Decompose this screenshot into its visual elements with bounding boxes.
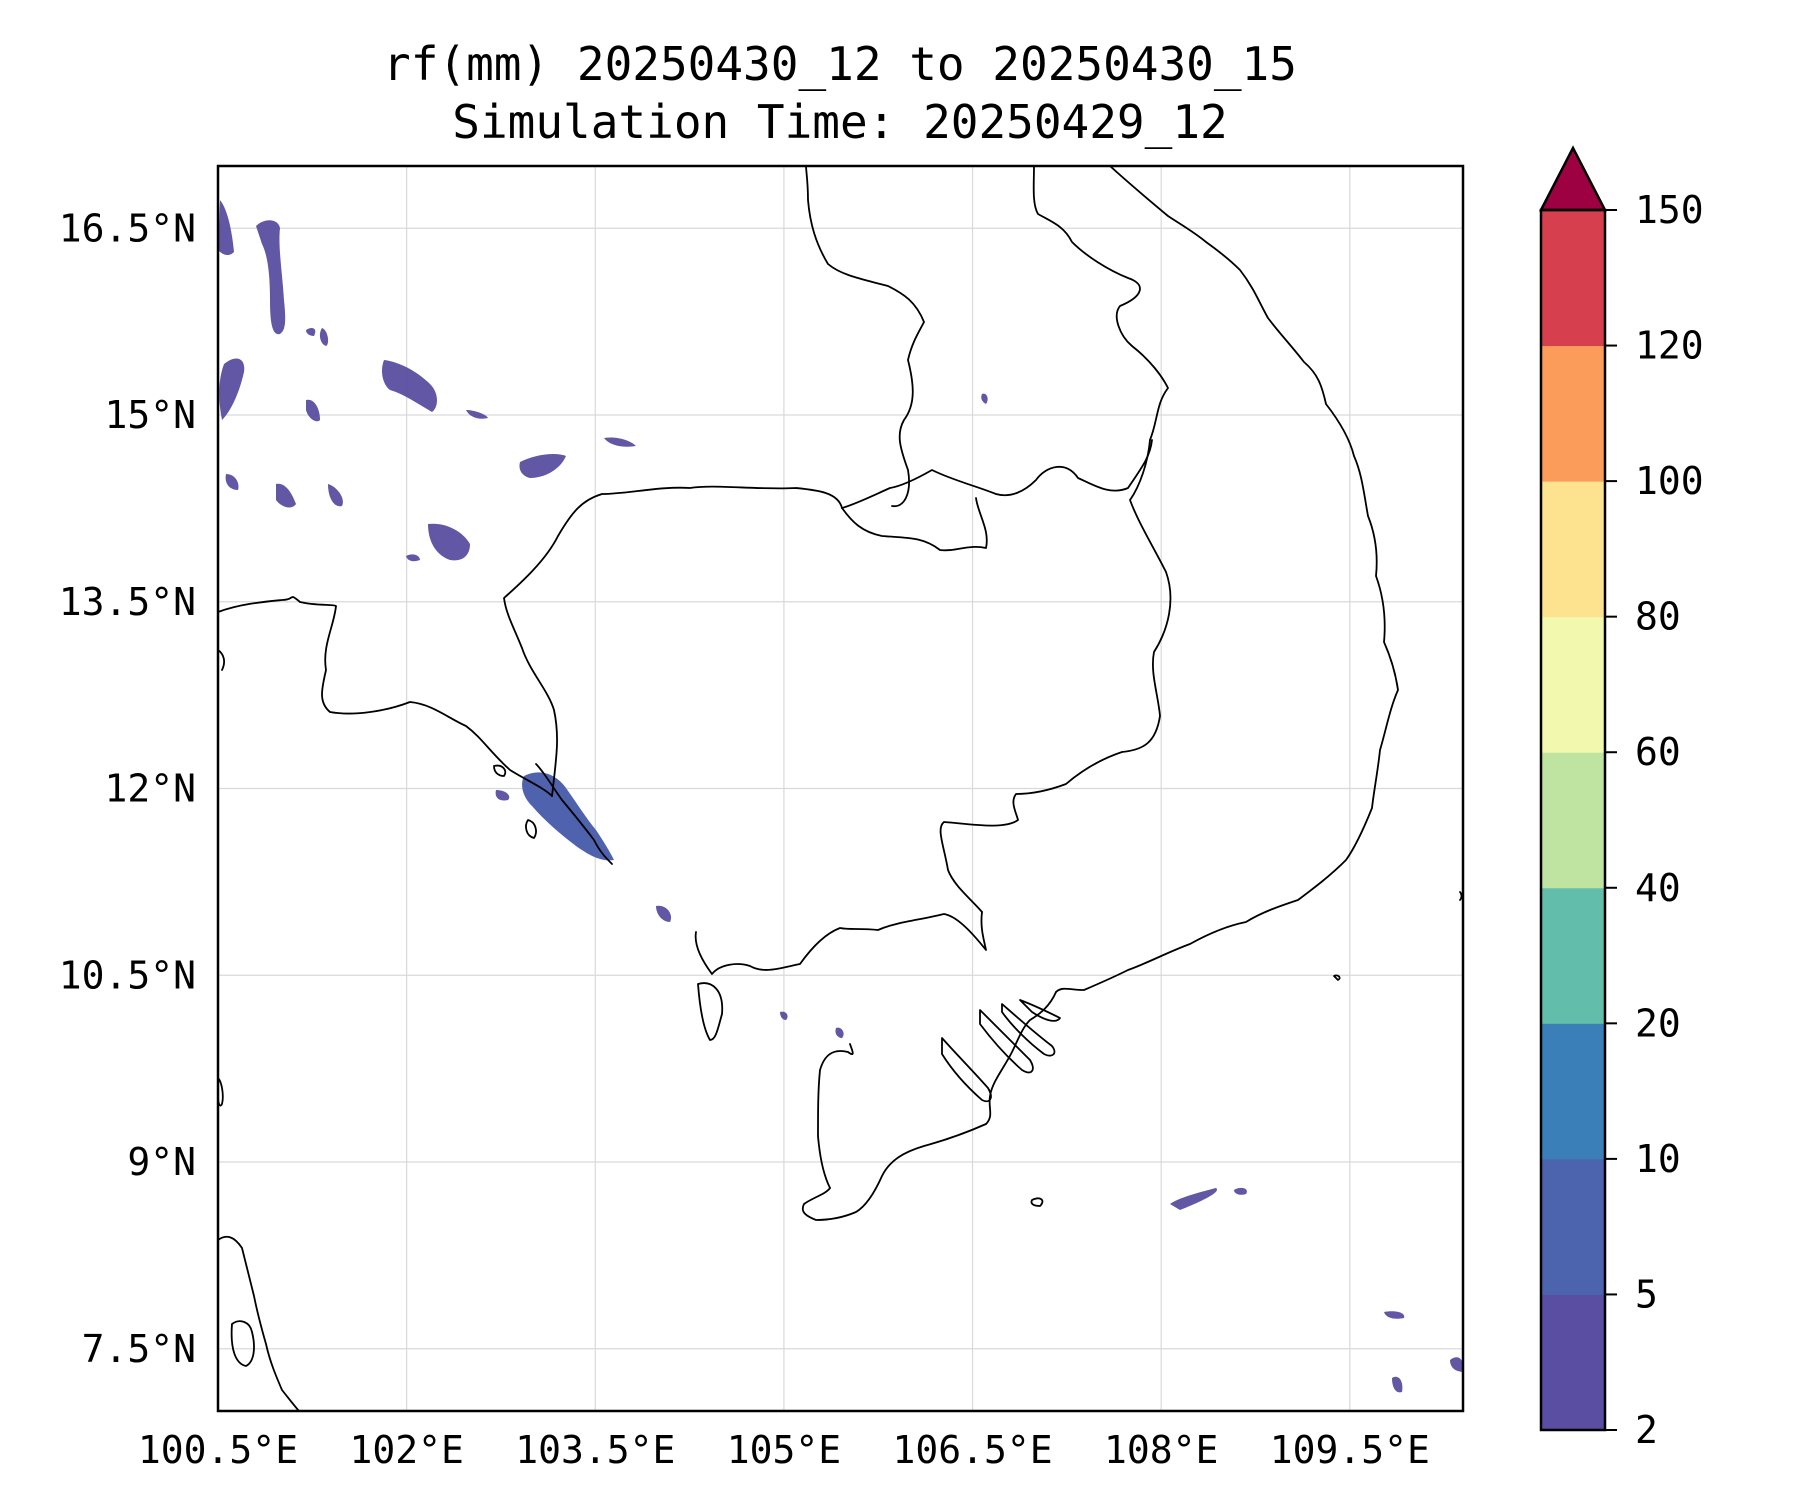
rainfall-field	[218, 200, 1463, 1393]
y-tick-label: 13.5°N	[59, 580, 196, 624]
y-tick-label: 15°N	[104, 393, 196, 437]
colorbar-tick-label: 60	[1635, 730, 1681, 774]
figure-title-line2: Simulation Time: 20250429_12	[452, 95, 1227, 149]
colorbar: 2 5 10 20 40 60 80 100 120 150	[1538, 145, 1704, 1452]
coastlines-and-borders	[218, 166, 1463, 1411]
colorbar-segment	[1541, 345, 1605, 482]
y-tick-label: 7.5°N	[82, 1327, 196, 1371]
colorbar-segment	[1541, 210, 1605, 347]
x-tick-label: 100.5°E	[138, 1428, 298, 1472]
y-tick-label: 9°N	[127, 1140, 196, 1184]
y-tick-label: 10.5°N	[59, 953, 196, 997]
longitude-tick-labels: 100.5°E 102°E 103.5°E 105°E 106.5°E 108°E 109.…	[138, 1428, 1430, 1472]
colorbar-segment	[1541, 1023, 1605, 1160]
y-tick-label: 12°N	[104, 767, 196, 811]
x-tick-label: 103.5°E	[515, 1428, 675, 1472]
colorbar-tick-label: 150	[1635, 188, 1704, 232]
colorbar-frame	[1539, 208, 1607, 1432]
x-tick-label: 106.5°E	[892, 1428, 1052, 1472]
colorbar-segment	[1541, 481, 1605, 618]
colorbar-segment	[1541, 616, 1605, 753]
colorbar-tick-label: 5	[1635, 1272, 1658, 1316]
colorbar-segment	[1541, 1158, 1605, 1295]
colorbar-tick-label: 120	[1635, 324, 1704, 368]
map-panel: 100.5°E 102°E 103.5°E 105°E 106.5°E 108°E 109.…	[59, 164, 1465, 1472]
figure-title-line1: rf(mm) 20250430_12 to 20250430_15	[383, 37, 1297, 91]
colorbar-tick-label: 40	[1635, 866, 1681, 910]
colorbar-segment	[1541, 887, 1605, 1024]
x-tick-label: 109.5°E	[1270, 1428, 1430, 1472]
colorbar-tick-label: 80	[1635, 595, 1681, 639]
map-frame	[216, 164, 1465, 1413]
colorbar-tick-label: 100	[1635, 459, 1704, 503]
colorbar-extend-triangle	[1538, 145, 1608, 212]
y-tick-label: 16.5°N	[59, 206, 196, 250]
x-tick-label: 105°E	[727, 1428, 841, 1472]
colorbar-segment	[1541, 1294, 1605, 1431]
colorbar-segment	[1541, 752, 1605, 889]
colorbar-tick-label: 10	[1635, 1137, 1681, 1181]
x-tick-label: 102°E	[349, 1428, 463, 1472]
colorbar-tick-label: 2	[1635, 1408, 1658, 1452]
colorbar-tick-label: 20	[1635, 1001, 1681, 1045]
x-tick-label: 108°E	[1104, 1428, 1218, 1472]
latitude-tick-labels: 16.5°N 15°N 13.5°N 12°N 10.5°N 9°N 7.5°N	[59, 206, 196, 1371]
gridlines	[218, 166, 1463, 1411]
